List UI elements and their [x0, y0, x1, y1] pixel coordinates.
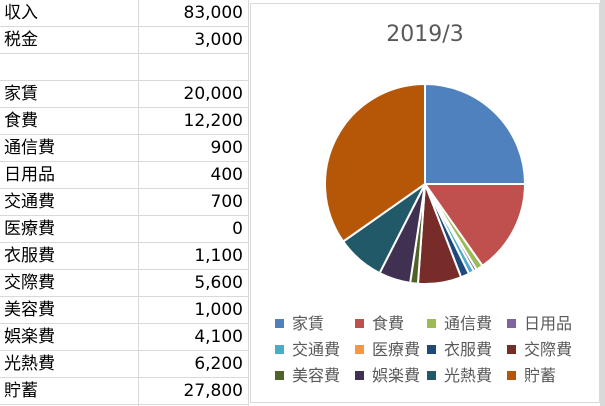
- legend-swatch: [275, 345, 284, 354]
- legend-item[interactable]: 医療費: [355, 338, 420, 362]
- pie-chart: [324, 82, 527, 285]
- row-label[interactable]: 税金: [4, 30, 38, 50]
- legend-item[interactable]: 衣服費: [427, 338, 492, 362]
- legend-swatch: [275, 319, 284, 328]
- row-value[interactable]: 20,000: [183, 84, 243, 104]
- budget-table: 収入 83,000 税金 3,000 家賃 20,000 食費 12,200 通信費 900 日用品…: [0, 0, 249, 405]
- table-row[interactable]: 収入 83,000: [0, 0, 249, 27]
- pie-slice-食費[interactable]: [423, 183, 527, 268]
- legend-item[interactable]: 通信費: [427, 312, 492, 336]
- row-label[interactable]: 通信費: [4, 138, 55, 158]
- legend-item[interactable]: 美容費: [275, 364, 340, 388]
- table-row[interactable]: 家賃 20,000: [0, 81, 249, 108]
- legend-label: 交通費: [292, 340, 341, 359]
- legend-swatch: [427, 371, 436, 380]
- row-value[interactable]: 400: [210, 165, 243, 185]
- legend-label: 日用品: [524, 314, 573, 333]
- legend-swatch: [507, 371, 516, 380]
- row-label[interactable]: 娯楽費: [4, 327, 55, 347]
- row-label[interactable]: 収入: [4, 3, 38, 23]
- legend-label: 美容費: [292, 366, 341, 385]
- row-label[interactable]: 光熱費: [4, 354, 55, 374]
- row-label[interactable]: 食費: [4, 111, 38, 131]
- chart-area[interactable]: 2019/3 家賃 食費 通信費 日用品交通費 医療費 衣服費 交際費美容費 娯楽費 光熱費 貯蓄: [250, 3, 600, 403]
- legend-item[interactable]: 日用品: [507, 312, 572, 336]
- legend-label: 家賃: [292, 314, 325, 333]
- row-value[interactable]: 83,000: [183, 3, 243, 23]
- row-label[interactable]: 美容費: [4, 300, 55, 320]
- row-value[interactable]: 27,800: [183, 381, 243, 401]
- legend-swatch: [355, 371, 364, 380]
- row-label[interactable]: 交際費: [4, 273, 55, 293]
- sheet-gutter: [600, 0, 605, 406]
- legend-swatch: [355, 345, 364, 354]
- legend-item[interactable]: 食費: [355, 312, 404, 336]
- legend-swatch: [275, 371, 284, 380]
- legend-swatch: [355, 319, 364, 328]
- row-label[interactable]: 家賃: [4, 84, 38, 104]
- legend-label: 貯蓄: [524, 366, 557, 385]
- table-row[interactable]: 娯楽費 4,100: [0, 324, 249, 351]
- legend-swatch: [427, 345, 436, 354]
- row-value[interactable]: 3,000: [194, 30, 243, 50]
- legend-label: 光熱費: [444, 366, 493, 385]
- legend-swatch: [507, 345, 516, 354]
- table-row[interactable]: 衣服費 1,100: [0, 243, 249, 270]
- chart-title: 2019/3: [386, 22, 464, 47]
- legend-label: 通信費: [444, 314, 493, 333]
- legend-item[interactable]: 貯蓄: [507, 364, 556, 388]
- row-value[interactable]: 0: [232, 219, 243, 239]
- table-row[interactable]: 日用品 400: [0, 162, 249, 189]
- legend-item[interactable]: 交通費: [275, 338, 340, 362]
- row-label[interactable]: 衣服費: [4, 246, 55, 266]
- table-row[interactable]: 医療費 0: [0, 216, 249, 243]
- row-value[interactable]: 6,200: [194, 354, 243, 374]
- legend-label: 食費: [372, 314, 405, 333]
- legend-swatch: [427, 319, 436, 328]
- row-value[interactable]: 12,200: [183, 111, 243, 131]
- legend-item[interactable]: 光熱費: [427, 364, 492, 388]
- legend-item[interactable]: 交際費: [507, 338, 572, 362]
- table-row[interactable]: 美容費 1,000: [0, 297, 249, 324]
- row-value[interactable]: 1,100: [194, 246, 243, 266]
- table-row[interactable]: 貯蓄 27,800: [0, 378, 249, 405]
- legend-label: 娯楽費: [372, 366, 421, 385]
- legend-label: 医療費: [372, 340, 421, 359]
- row-label[interactable]: 日用品: [4, 165, 55, 185]
- table-row[interactable]: 通信費 900: [0, 135, 249, 162]
- row-label[interactable]: 交通費: [4, 192, 55, 212]
- table-row[interactable]: 食費 12,200: [0, 108, 249, 135]
- legend-swatch: [507, 319, 516, 328]
- table-row[interactable]: 税金 3,000: [0, 27, 249, 54]
- table-row[interactable]: 光熱費 6,200: [0, 351, 249, 378]
- table-row[interactable]: [0, 54, 249, 81]
- row-value[interactable]: 1,000: [194, 300, 243, 320]
- table-row[interactable]: 交通費 700: [0, 189, 249, 216]
- pie-slice-家賃[interactable]: [424, 82, 527, 185]
- table-row[interactable]: 交際費 5,600: [0, 270, 249, 297]
- row-label[interactable]: 医療費: [4, 219, 55, 239]
- row-label[interactable]: 貯蓄: [4, 381, 38, 401]
- row-value[interactable]: 5,600: [194, 273, 243, 293]
- row-value[interactable]: 900: [210, 138, 243, 158]
- legend-item[interactable]: 娯楽費: [355, 364, 420, 388]
- legend-label: 交際費: [524, 340, 573, 359]
- row-value[interactable]: 4,100: [194, 327, 243, 347]
- legend-item[interactable]: 家賃: [275, 312, 324, 336]
- pie-slice-貯蓄[interactable]: [324, 82, 426, 243]
- legend-label: 衣服費: [444, 340, 493, 359]
- row-value[interactable]: 700: [210, 192, 243, 212]
